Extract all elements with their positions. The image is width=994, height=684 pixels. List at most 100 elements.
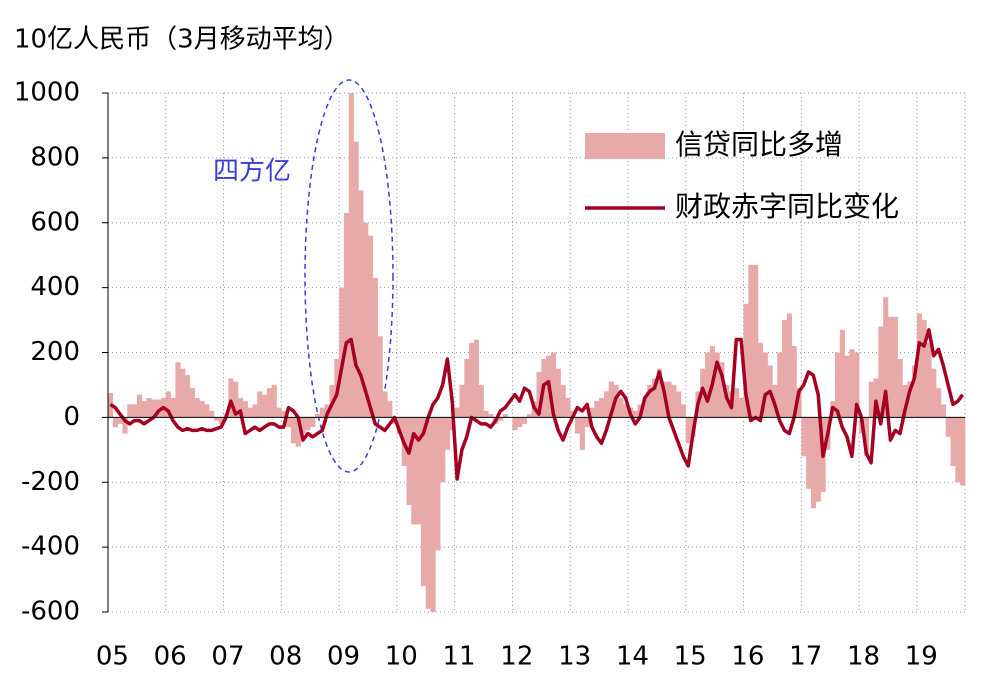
- chart-title: 10亿人民币（3月移动平均）: [14, 25, 350, 55]
- x-tick-label: 07: [211, 642, 244, 672]
- bar: [931, 368, 937, 418]
- bar: [488, 414, 494, 418]
- bar: [526, 414, 532, 418]
- x-tick-label: 06: [154, 642, 187, 672]
- bar: [459, 384, 465, 418]
- bar: [218, 417, 224, 424]
- bar: [522, 417, 528, 424]
- bar: [733, 388, 740, 418]
- bar: [671, 384, 677, 418]
- bar: [343, 213, 350, 418]
- bar: [348, 93, 354, 418]
- bar: [912, 365, 918, 418]
- bar: [878, 326, 884, 418]
- bar: [815, 417, 821, 502]
- bar: [473, 339, 480, 418]
- bar: [440, 417, 446, 483]
- bar: [902, 384, 908, 418]
- bar: [213, 417, 220, 421]
- bar: [151, 399, 157, 418]
- bar: [555, 368, 561, 418]
- x-tick-label: 14: [616, 642, 649, 672]
- bar: [560, 384, 566, 418]
- legend-swatch: [585, 133, 665, 159]
- bar: [242, 401, 248, 418]
- bar: [584, 417, 590, 428]
- bar: [228, 378, 234, 418]
- bar: [170, 397, 176, 418]
- bar: [652, 378, 658, 418]
- bar: [382, 391, 388, 418]
- bar: [907, 381, 913, 418]
- bar: [156, 399, 162, 418]
- legend-label: 财政赤字同比变化: [675, 190, 899, 223]
- bar: [276, 407, 282, 418]
- bar: [835, 352, 841, 418]
- bar: [863, 417, 870, 457]
- bar: [738, 397, 744, 418]
- bar: [469, 342, 475, 418]
- bar: [656, 368, 662, 418]
- bar: [271, 384, 277, 418]
- bar: [416, 417, 422, 525]
- bar: [185, 375, 191, 418]
- bar: [339, 287, 345, 418]
- bar: [281, 410, 287, 418]
- bar: [950, 417, 956, 467]
- bar: [146, 397, 152, 418]
- line: [109, 328, 965, 481]
- bar: [883, 297, 889, 418]
- bar: [642, 397, 648, 418]
- bar: [921, 320, 927, 418]
- bar: [127, 404, 133, 418]
- bar: [464, 358, 470, 418]
- bar: [132, 404, 138, 418]
- bar: [204, 404, 210, 418]
- bar: [141, 401, 147, 418]
- bar: [887, 316, 894, 418]
- bar: [257, 391, 263, 418]
- bar: [940, 404, 947, 418]
- bar: [810, 417, 817, 509]
- bar: [315, 414, 321, 418]
- bar: [676, 391, 682, 418]
- bar: [411, 417, 417, 525]
- bar: [425, 417, 431, 609]
- bar: [945, 417, 951, 437]
- bar: [608, 381, 614, 418]
- bar: [762, 352, 768, 418]
- bar: [396, 417, 402, 434]
- bar: [372, 277, 378, 418]
- bar: [435, 417, 441, 551]
- bar: [290, 417, 297, 444]
- x-tick-label: 11: [443, 642, 476, 672]
- y-tick-label: -400: [21, 532, 80, 562]
- bar: [319, 407, 325, 418]
- y-tick-label: 800: [30, 142, 80, 172]
- bar: [358, 190, 364, 418]
- x-tick-label: 08: [269, 642, 302, 672]
- bar: [873, 378, 879, 418]
- bar: [782, 320, 788, 418]
- bar: [194, 397, 200, 418]
- bar: [420, 417, 427, 587]
- bar: [377, 336, 383, 418]
- bar: [502, 414, 508, 418]
- bar: [445, 417, 451, 450]
- bar: [175, 362, 181, 418]
- bar: [406, 417, 412, 505]
- bar: [844, 355, 850, 418]
- bar: [117, 417, 123, 424]
- bar: [806, 417, 812, 489]
- bar: [286, 417, 292, 428]
- y-tick-label: 0: [63, 402, 80, 432]
- bar: [618, 397, 624, 418]
- bar: [367, 235, 374, 418]
- bar: [247, 407, 253, 418]
- bar: [916, 313, 922, 418]
- y-tick-label: 400: [30, 272, 80, 302]
- bar: [180, 368, 186, 418]
- bar: [936, 388, 942, 418]
- bar: [926, 342, 932, 418]
- bar: [233, 381, 239, 418]
